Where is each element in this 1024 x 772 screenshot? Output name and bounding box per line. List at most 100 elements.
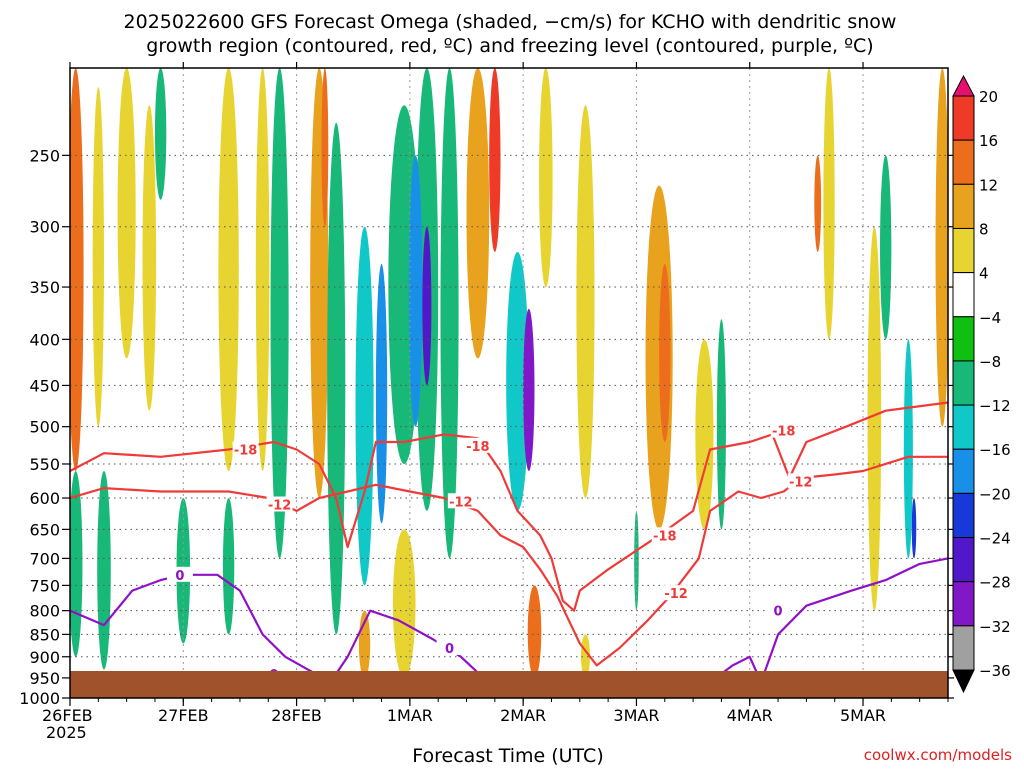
y-tick-label-2: 350 [29, 278, 60, 297]
contour-label-1-1: -12 [449, 495, 473, 510]
chart-title-line2: growth region (contoured, red, ºC) and f… [146, 35, 873, 57]
colorbar-swatch-10 [952, 492, 975, 539]
y-tick-label-7: 600 [29, 489, 60, 508]
colorbar-swatch-3 [952, 183, 975, 229]
contour-label-0-1: -18 [466, 440, 490, 455]
credit-text[interactable]: coolwx.com/models [864, 746, 1012, 764]
y-tick-label-9: 700 [29, 549, 60, 568]
omega-cell-35 [695, 339, 714, 530]
x-axis-year: 2025 [46, 723, 87, 742]
contour-label-1-3: -12 [789, 475, 813, 490]
y-tick-label-10: 750 [29, 576, 60, 595]
y-tick-label-13: 900 [29, 648, 60, 667]
colorbar-label-3: 8 [979, 220, 989, 238]
colorbar-label-7: −12 [979, 397, 1011, 415]
colorbar-swatch-8 [952, 404, 975, 450]
colorbar-legend: 20 16 12 8 4 −4 −8 −12 −16 −20 −24 −28 −32 −36 [952, 74, 1011, 694]
colorbar-label-8: −16 [979, 441, 1011, 459]
contour-label-1-0: -12 [268, 499, 292, 514]
omega-cell-5 [70, 471, 83, 657]
x-tick-label-1: 27FEB [158, 706, 209, 725]
contour-label-bg [447, 493, 474, 509]
omega-cell-11 [270, 68, 289, 559]
y-tick-label-0: 250 [29, 146, 60, 165]
omega-cell-30 [576, 105, 595, 499]
omega-cell-0 [70, 68, 84, 471]
colorbar-swatch-12 [952, 581, 975, 627]
contour-label-bg [464, 437, 491, 453]
contour-label-bg [663, 585, 690, 601]
colorbar-label-4: 4 [979, 265, 989, 283]
colorbar-swatch-7 [952, 360, 975, 406]
omega-cell-43 [935, 68, 948, 427]
omega-cell-9 [222, 498, 235, 635]
colorbar-label-11: −28 [979, 574, 1011, 592]
omega-cell-2 [117, 68, 136, 359]
colorbar-swatch-11 [952, 537, 975, 583]
x-axis: 26FEB 27FEB 28FEB 1MAR 2MAR 3MAR 4MAR 5MAR [42, 62, 949, 725]
contour-label-2-2: 0 [445, 642, 454, 657]
omega-cell-23 [440, 68, 459, 559]
omega-cell-42 [911, 498, 917, 559]
omega-cell-29 [539, 68, 553, 288]
ground-layer [70, 671, 948, 698]
omega-cell-10 [255, 68, 270, 472]
contour-label-bg [266, 496, 293, 512]
omega-cell-19 [392, 529, 416, 678]
omega-cell-28 [527, 585, 542, 678]
omega-cell-21 [408, 155, 423, 427]
colorbar-label-2: 12 [979, 176, 998, 194]
colorbar-swatch-2 [952, 139, 975, 185]
colorbar-bottom-arrow [952, 669, 975, 694]
colorbar-swatch-1 [952, 95, 975, 141]
contour-label-2-4: 0 [774, 605, 783, 620]
contour-label-bg [787, 473, 814, 489]
omega-cell-34 [659, 264, 671, 443]
plot-area: -18-18-18-18-12-12-12-1200000 [69, 67, 949, 699]
colorbar-swatch-9 [952, 448, 975, 494]
omega-cell-8 [218, 68, 239, 472]
colorbar-swatch-6 [952, 316, 975, 362]
colorbar-label-9: −20 [979, 485, 1011, 503]
x-tick-label-2: 28FEB [271, 706, 322, 725]
omega-cell-25 [489, 68, 501, 252]
colorbar-label-1: 16 [979, 132, 998, 150]
y-tick-label-8: 650 [29, 520, 60, 539]
omega-cell-38 [823, 68, 835, 340]
colorbar-label-6: −8 [979, 353, 1001, 371]
colorbar-swatch-5 [952, 272, 975, 318]
contour-label-bg [232, 441, 259, 457]
contour-label-bg [770, 422, 797, 438]
colorbar-label-13: −36 [979, 662, 1011, 680]
colorbar-top-arrow [952, 74, 975, 97]
contour-line-1 [70, 455, 948, 667]
y-tick-label-4: 450 [29, 376, 60, 395]
x-tick-label-0: 26FEB [42, 706, 93, 725]
colorbar-label-10: −24 [979, 530, 1011, 548]
contour-label-1-2: -12 [664, 587, 688, 602]
omega-cell-40 [880, 155, 892, 340]
omega-cell-31 [580, 634, 591, 678]
y-tick-label-12: 850 [29, 625, 60, 644]
contour-label-2-0: 0 [175, 569, 184, 584]
contour-label-0-3: -18 [772, 425, 796, 440]
contour-label-bg [765, 602, 792, 618]
x-tick-label-4: 2MAR [500, 706, 546, 725]
colorbar-label-5: −4 [979, 309, 1001, 327]
y-tick-label-5: 500 [29, 418, 60, 437]
omega-cell-15 [355, 226, 374, 586]
omega-cell-39 [867, 226, 882, 611]
omega-cell-6 [97, 471, 111, 670]
x-tick-label-6: 4MAR [727, 706, 773, 725]
omega-cell-37 [814, 155, 822, 252]
colorbar-label-12: −32 [979, 618, 1011, 636]
omega-cell-22 [422, 226, 432, 386]
omega-cell-4 [154, 68, 167, 200]
contour-label-0-2: -18 [653, 529, 677, 544]
y-tick-label-11: 800 [29, 602, 60, 621]
contour-label-bg [651, 527, 678, 543]
colorbar-swatch-13 [952, 625, 975, 671]
x-tick-label-5: 3MAR [613, 706, 659, 725]
colorbar-label-0: 20 [979, 88, 998, 106]
